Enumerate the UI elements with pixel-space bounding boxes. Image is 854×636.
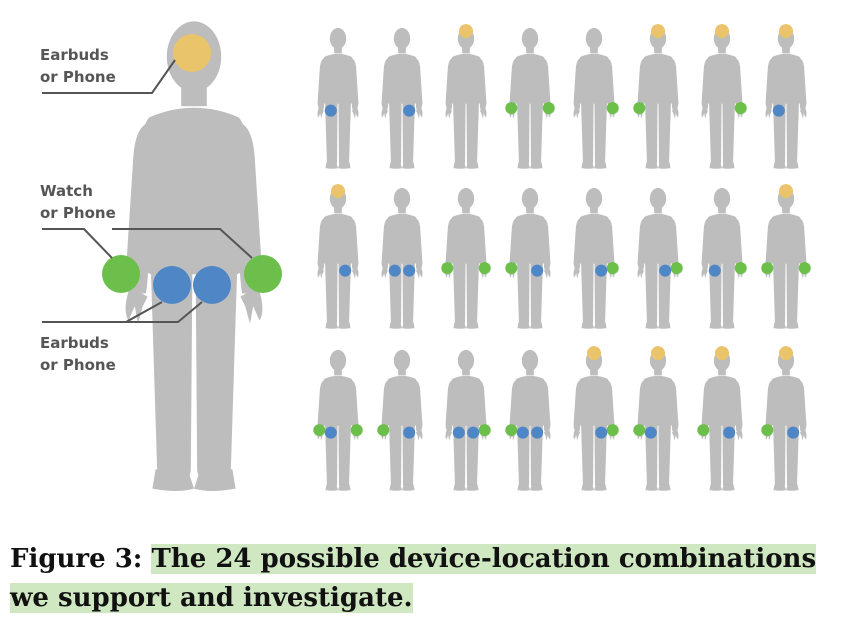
right-hip-device-marker: [595, 264, 608, 277]
right-hip-device-marker: [403, 104, 416, 117]
combination-figure: [701, 349, 743, 491]
left-wrist-device-marker: [761, 424, 774, 437]
combination-figure: [445, 187, 487, 329]
right-wrist-device-marker: [606, 424, 619, 437]
left-hip-device-marker: [708, 264, 721, 277]
combination-figure: [765, 349, 807, 491]
right-wrist-device-marker: [244, 255, 282, 293]
left-wrist-device-marker: [633, 424, 646, 437]
right-hip-device-marker: [659, 264, 672, 277]
left-wrist-device-marker: [633, 102, 646, 115]
wrist-callout-label: Watch or Phone: [40, 182, 116, 222]
head-device-marker: [651, 24, 665, 39]
combination-figure: [573, 349, 615, 491]
left-wrist-device-marker: [377, 424, 390, 437]
left-wrist-device-marker: [313, 424, 326, 437]
combination-figure: [573, 27, 615, 169]
right-wrist-device-marker: [606, 262, 619, 275]
right-wrist-device-marker: [798, 262, 811, 275]
left-hip-device-marker: [388, 264, 401, 277]
left-wrist-device-marker: [505, 424, 518, 437]
head-callout-label: Earbuds or Phone: [40, 46, 116, 86]
head-device-marker: [779, 24, 793, 39]
right-hip-device-marker: [193, 266, 231, 304]
right-hip-device-marker: [531, 264, 544, 277]
left-wrist-device-marker: [441, 262, 454, 275]
right-hip-device-marker: [595, 426, 608, 439]
combination-figure: [381, 349, 423, 491]
right-wrist-device-marker: [734, 102, 747, 115]
head-device-marker: [331, 184, 345, 199]
combination-figure: [381, 187, 423, 329]
left-wrist-device-marker: [761, 262, 774, 275]
right-hip-device-marker: [403, 264, 416, 277]
right-wrist-device-marker: [350, 424, 363, 437]
combination-figure: [637, 187, 679, 329]
head-device-marker: [651, 346, 665, 361]
right-hip-device-marker: [339, 264, 352, 277]
caption-prefix: Figure 3:: [10, 544, 143, 574]
combination-figure: [637, 349, 679, 491]
figure-caption: Figure 3: The 24 possible device-locatio…: [10, 540, 850, 618]
left-hip-device-marker: [772, 104, 785, 117]
left-hip-device-marker: [153, 266, 191, 304]
right-wrist-device-marker: [734, 262, 747, 275]
right-wrist-device-marker: [670, 262, 683, 275]
right-hip-device-marker: [403, 426, 416, 439]
left-hip-device-marker: [452, 426, 465, 439]
combination-figure: [509, 187, 551, 329]
left-hip-device-marker: [324, 426, 337, 439]
head-device-marker: [587, 346, 601, 361]
combination-figure: [509, 349, 551, 491]
reference-body-figure: [102, 21, 282, 492]
head-device-marker: [715, 346, 729, 361]
right-hip-device-marker: [467, 426, 480, 439]
head-device-marker: [715, 24, 729, 39]
hip-callout-label: Earbuds or Phone: [40, 334, 116, 374]
right-hip-device-marker: [787, 426, 800, 439]
combination-figure: [317, 27, 359, 169]
head-device-marker: [779, 346, 793, 361]
combination-figure: [765, 27, 807, 169]
combination-figure: [445, 349, 487, 491]
right-hip-device-marker: [531, 426, 544, 439]
combination-figure: [637, 27, 679, 169]
right-wrist-device-marker: [478, 262, 491, 275]
device-location-figure: Earbuds or Phone Watch or Phone Earbuds …: [40, 21, 811, 492]
combination-figure: [317, 187, 359, 329]
right-wrist-device-marker: [606, 102, 619, 115]
left-hip-device-marker: [324, 104, 337, 117]
combination-grid: [313, 24, 811, 491]
left-wrist-device-marker: [697, 424, 710, 437]
left-wrist-device-marker: [102, 255, 140, 293]
head-device-marker: [173, 34, 211, 72]
combination-figure: [701, 27, 743, 169]
callout-lines: [42, 59, 253, 323]
head-device-marker: [459, 24, 473, 39]
combination-figure: [573, 187, 615, 329]
right-wrist-device-marker: [542, 102, 555, 115]
combination-figure: [509, 27, 551, 169]
left-hip-device-marker: [644, 426, 657, 439]
head-device-marker: [779, 184, 793, 199]
left-hip-device-marker: [516, 426, 529, 439]
right-hip-device-marker: [723, 426, 736, 439]
combination-figure: [765, 187, 807, 329]
combination-figure: [701, 187, 743, 329]
left-wrist-device-marker: [505, 102, 518, 115]
combination-figure: [445, 27, 487, 169]
left-wrist-device-marker: [505, 262, 518, 275]
right-wrist-device-marker: [478, 424, 491, 437]
combination-figure: [381, 27, 423, 169]
combination-figure: [317, 349, 359, 491]
